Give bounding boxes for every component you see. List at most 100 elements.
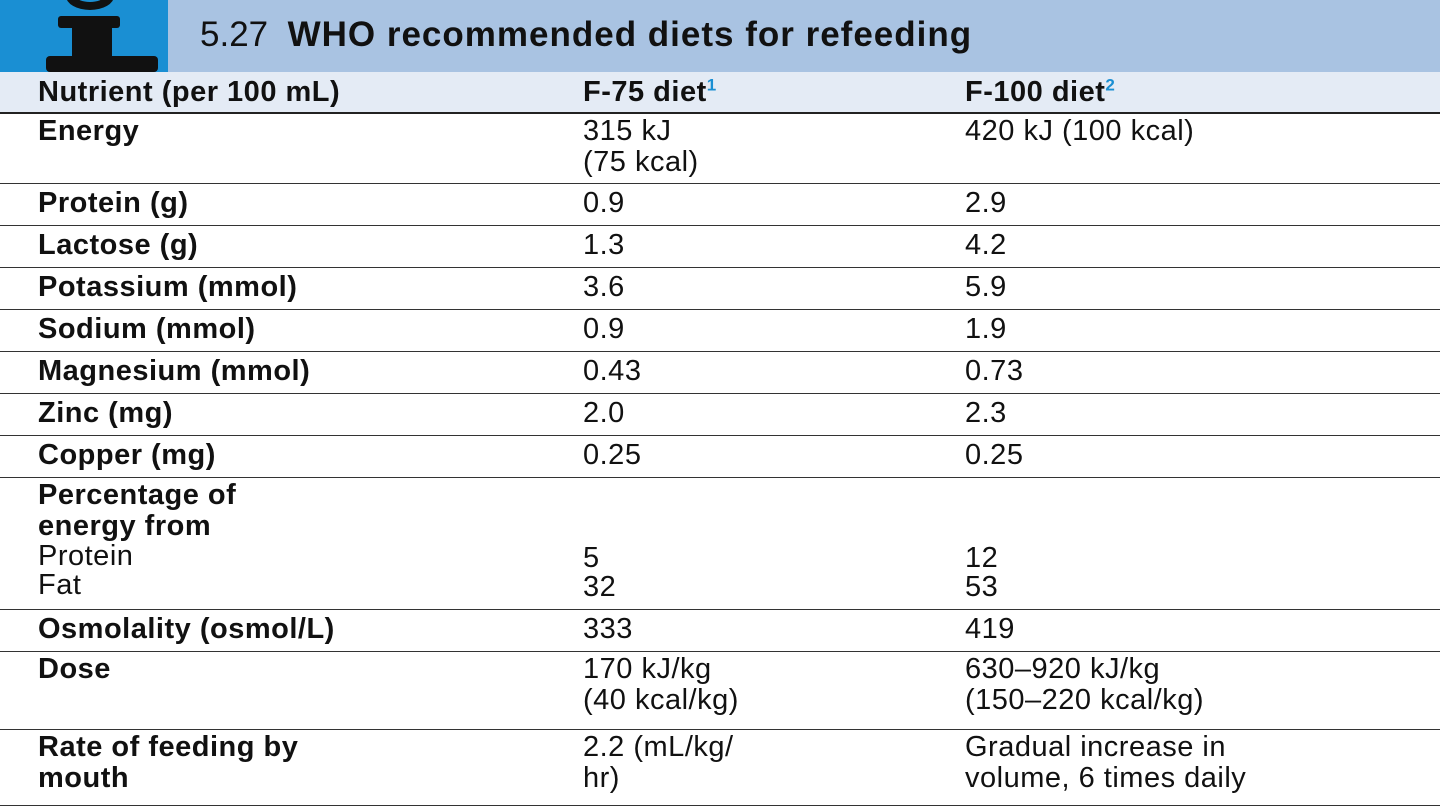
table-row: Sodium (mmol) 0.9 1.9 xyxy=(0,310,1440,352)
nutrient-cell: Dose xyxy=(38,654,558,685)
nutrient-cell-line: Protein (g) xyxy=(38,187,189,219)
f75-cell: 170 kJ/kg (40 kcal/kg) xyxy=(583,654,943,716)
info-icon-box xyxy=(0,0,168,72)
f75-cell-line: 0.9 xyxy=(583,313,625,345)
f75-cell-line: 2.0 xyxy=(583,397,625,429)
f100-cell-line: 5.9 xyxy=(965,271,1007,303)
f75-cell-line: 3.6 xyxy=(583,271,625,303)
f100-cell-line: 53 xyxy=(965,571,999,603)
table-row: Percentage of energy from Protein Fat 5 32 12 5… xyxy=(0,478,1440,610)
nutrient-cell: Protein (g) xyxy=(38,188,558,219)
f100-cell: 419 xyxy=(965,614,1435,645)
nutrient-cell: Lactose (g) xyxy=(38,230,558,261)
f75-cell: 0.43 xyxy=(583,356,943,387)
nutrient-cell-line: Lactose (g) xyxy=(38,229,199,261)
nutrient-cell-line: Zinc (mg) xyxy=(38,397,173,429)
f75-cell: 0.9 xyxy=(583,314,943,345)
table-row: Osmolality (osmol/L) 333 419 xyxy=(0,610,1440,652)
table-title: 5.27 WHO recommended diets for refeeding xyxy=(200,14,972,56)
nutrient-cell: Zinc (mg) xyxy=(38,398,558,429)
nutrient-cell-line: Copper (mg) xyxy=(38,439,216,471)
table-row: Zinc (mg) 2.0 2.3 xyxy=(0,394,1440,436)
f75-cell-line: (40 kcal/kg) xyxy=(583,684,739,716)
nutrient-cell: Sodium (mmol) xyxy=(38,314,558,345)
f75-cell: 3.6 xyxy=(583,272,943,303)
header-f75: F-75 diet1 xyxy=(583,75,717,108)
table-row: Rate of feeding by mouth 2.2 (mL/kg/hr) Gra… xyxy=(0,730,1440,806)
f75-cell-line: 32 xyxy=(583,571,617,603)
nutrient-cell-line: Percentage of xyxy=(38,479,237,511)
table-row: Lactose (g) 1.3 4.2 xyxy=(0,226,1440,268)
f100-cell-line: 2.3 xyxy=(965,397,1007,429)
table-row: Dose 170 kJ/kg (40 kcal/kg) 630–920 kJ/kg (1… xyxy=(0,652,1440,730)
f100-cell-line: (150–220 kcal/kg) xyxy=(965,684,1205,716)
f100-cell: 0.73 xyxy=(965,356,1435,387)
f100-cell: 4.2 xyxy=(965,230,1435,261)
f75-cell-line: 0.25 xyxy=(583,439,642,471)
f100-cell-line: 630–920 kJ/kg xyxy=(965,653,1161,685)
f75-cell-line: 5 xyxy=(583,542,600,574)
table-row: Potassium (mmol) 3.6 5.9 xyxy=(0,268,1440,310)
table-row: Energy 315 kJ (75 kcal) 420 kJ (100 kcal) xyxy=(0,114,1440,184)
nutrient-cell-line: mouth xyxy=(38,762,130,794)
f100-cell: 420 kJ (100 kcal) xyxy=(965,116,1435,147)
nutrient-cell-line: Magnesium (mmol) xyxy=(38,355,311,387)
table-row: Protein (g) 0.9 2.9 xyxy=(0,184,1440,226)
f100-cell-line: 2.9 xyxy=(965,187,1007,219)
f75-cell: 315 kJ (75 kcal) xyxy=(583,116,943,178)
f75-cell: 0.9 xyxy=(583,188,943,219)
title-bar: 5.27 WHO recommended diets for refeeding xyxy=(0,0,1440,72)
f75-cell-line: (75 kcal) xyxy=(583,146,699,178)
footnote-2: 2 xyxy=(1105,75,1116,95)
table-row: Copper (mg) 0.25 0.25 xyxy=(0,436,1440,478)
f100-cell: 12 53 xyxy=(965,544,1435,602)
f75-cell: 0.25 xyxy=(583,440,943,471)
f100-cell-line: 0.73 xyxy=(965,355,1024,387)
f75-cell-line: 0.43 xyxy=(583,355,642,387)
nutrient-cell: Energy xyxy=(38,116,558,147)
table-number: 5.27 xyxy=(200,15,269,54)
nutrient-cell-line: Sodium (mmol) xyxy=(38,313,256,345)
f100-cell: 630–920 kJ/kg (150–220 kcal/kg) xyxy=(965,654,1435,716)
f100-cell: 2.9 xyxy=(965,188,1435,219)
f100-cell-line: 1.9 xyxy=(965,313,1007,345)
f75-cell-line: 315 kJ xyxy=(583,115,672,147)
table-header-row: Nutrient (per 100 mL) F-75 diet1 F-100 d… xyxy=(0,72,1440,114)
f100-cell: 5.9 xyxy=(965,272,1435,303)
f100-cell-line: 0.25 xyxy=(965,439,1024,471)
f75-cell-line: 1.3 xyxy=(583,229,625,261)
header-nutrient: Nutrient (per 100 mL) xyxy=(38,76,341,108)
nutrient-cell: Percentage of energy from Protein Fat xyxy=(38,480,558,600)
nutrient-sub-label: Protein xyxy=(38,540,134,572)
f75-cell-line: 170 kJ/kg xyxy=(583,653,712,685)
nutrient-cell-line: Potassium (mmol) xyxy=(38,271,298,303)
f75-cell-line: 2.2 (mL/kg/ xyxy=(583,731,734,763)
f75-cell: 1.3 xyxy=(583,230,943,261)
info-icon xyxy=(46,0,158,72)
nutrient-cell: Magnesium (mmol) xyxy=(38,356,558,387)
nutrient-cell: Rate of feeding by mouth xyxy=(38,732,558,794)
f100-cell: 1.9 xyxy=(965,314,1435,345)
nutrient-cell-line: Osmolality (osmol/L) xyxy=(38,613,335,645)
f75-cell: 2.2 (mL/kg/hr) xyxy=(583,732,943,794)
table-row: Magnesium (mmol) 0.43 0.73 xyxy=(0,352,1440,394)
f75-cell-line: 333 xyxy=(583,613,633,645)
nutrient-cell-line: Rate of feeding by xyxy=(38,731,299,763)
f100-cell-line: 419 xyxy=(965,613,1015,645)
f100-cell-line: 4.2 xyxy=(965,229,1007,261)
f75-cell-line: 0.9 xyxy=(583,187,625,219)
f100-cell: Gradual increase in volume, 6 times daily xyxy=(965,732,1435,794)
nutrient-cell: Copper (mg) xyxy=(38,440,558,471)
header-f100: F-100 diet2 xyxy=(965,75,1116,108)
nutrient-cell-line: Dose xyxy=(38,653,111,685)
f100-cell-line: 12 xyxy=(965,542,999,574)
f100-cell-line: Gradual increase in xyxy=(965,731,1226,763)
f100-cell: 2.3 xyxy=(965,398,1435,429)
f75-cell: 333 xyxy=(583,614,943,645)
footnote-1: 1 xyxy=(706,75,717,95)
f100-cell-line: 420 kJ (100 kcal) xyxy=(965,115,1195,147)
f100-cell: 0.25 xyxy=(965,440,1435,471)
table-title-text: WHO recommended diets for refeeding xyxy=(287,15,973,54)
f75-cell-line: hr) xyxy=(583,762,620,794)
